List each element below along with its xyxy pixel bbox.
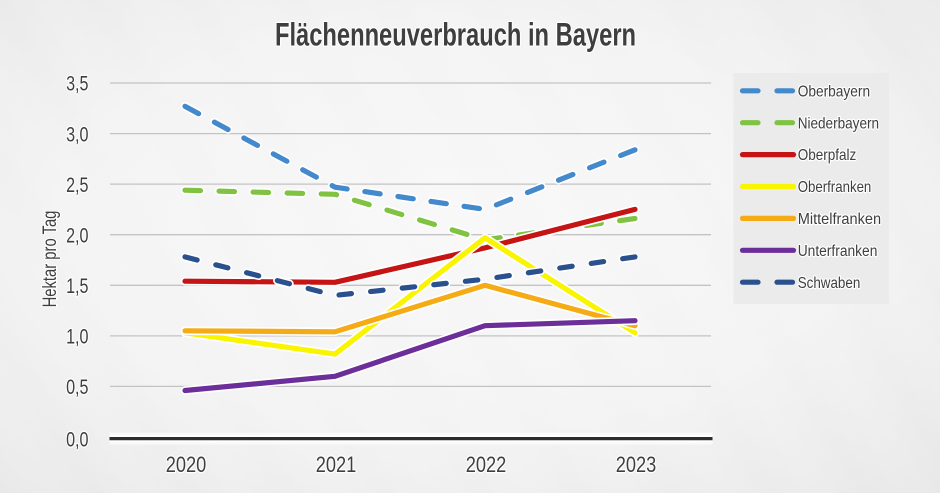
svg-text:Hektar pro Tag: Hektar pro Tag bbox=[39, 211, 60, 308]
svg-text:Oberbayern: Oberbayern bbox=[798, 84, 870, 101]
svg-text:2021: 2021 bbox=[316, 452, 357, 477]
svg-text:Oberfranken: Oberfranken bbox=[798, 179, 872, 196]
svg-text:2023: 2023 bbox=[616, 452, 657, 477]
svg-text:0,5: 0,5 bbox=[66, 376, 88, 400]
svg-text:1,5: 1,5 bbox=[66, 275, 88, 299]
svg-text:2,5: 2,5 bbox=[66, 174, 88, 198]
svg-text:Mittelfranken: Mittelfranken bbox=[798, 211, 881, 229]
svg-text:Oberpfalz: Oberpfalz bbox=[798, 147, 857, 164]
svg-text:3,0: 3,0 bbox=[66, 123, 88, 147]
svg-text:2022: 2022 bbox=[466, 452, 507, 477]
svg-text:3,5: 3,5 bbox=[66, 73, 88, 97]
svg-text:2020: 2020 bbox=[166, 452, 207, 477]
svg-text:Schwaben: Schwaben bbox=[798, 275, 861, 292]
svg-text:2,0: 2,0 bbox=[66, 224, 88, 248]
svg-text:Unterfranken: Unterfranken bbox=[798, 243, 878, 260]
svg-text:1,0: 1,0 bbox=[66, 325, 88, 349]
svg-text:Niederbayern: Niederbayern bbox=[798, 116, 879, 133]
svg-text:Flächenneuverbrauch in Bayern: Flächenneuverbrauch in Bayern bbox=[275, 17, 636, 54]
svg-text:0,0: 0,0 bbox=[66, 428, 88, 452]
